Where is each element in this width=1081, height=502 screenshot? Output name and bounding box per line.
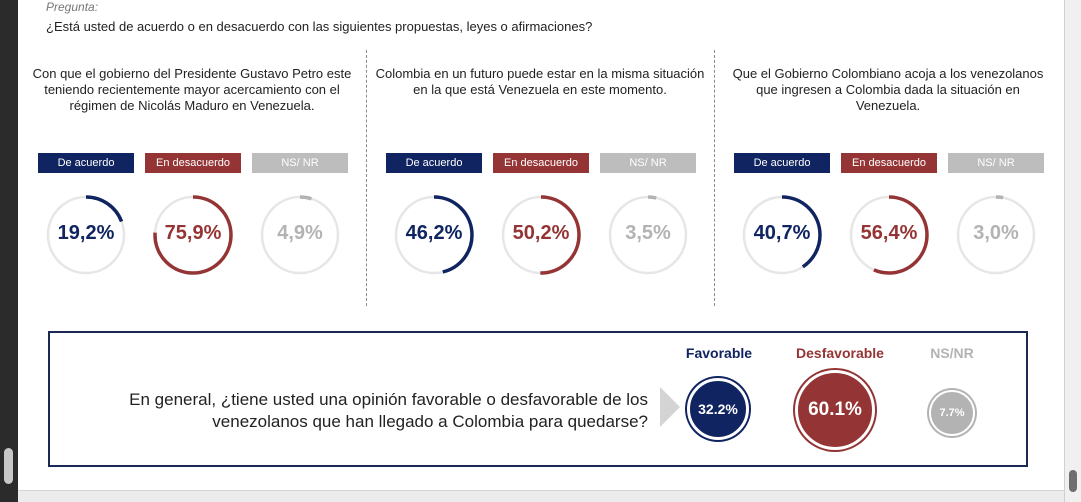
legend-ns-nr: NS/NR <box>930 345 974 361</box>
ring-arc-en-desacuerdo <box>501 195 581 275</box>
value-label: 19,2% <box>57 222 115 244</box>
ring-chart <box>46 195 126 275</box>
survey-slide: Pregunta: ¿Está usted de acuerdo o en de… <box>18 0 1064 490</box>
window-bottom-edge <box>18 490 1064 502</box>
legend-de-acuerdo: De acuerdo <box>734 153 830 173</box>
scrollbar-thumb[interactable] <box>1069 470 1077 492</box>
ring-arc-de-acuerdo <box>394 195 474 275</box>
panel-divider <box>366 50 367 306</box>
ring-chart <box>501 195 581 275</box>
statement-3: Que el Gobierno Colombiano acoja a los v… <box>732 66 1044 113</box>
legend-desfavorable: Desfavorable <box>796 345 884 361</box>
ring-arc-ns-nr <box>956 195 1036 275</box>
left-scroll-handle[interactable] <box>4 448 13 484</box>
bubble-favorable: 32.2% <box>687 378 749 440</box>
ring-arc-de-acuerdo <box>742 195 822 275</box>
ring-chart <box>742 195 822 275</box>
bubble-desfavorable: 60.1% <box>795 370 875 450</box>
legend-en-desacuerdo: En desacuerdo <box>145 153 241 173</box>
opinion-question: En general, ¿tiene usted una opinión fav… <box>129 390 648 431</box>
window-left-edge <box>0 0 18 502</box>
ring-chart <box>849 195 929 275</box>
legend-de-acuerdo: De acuerdo <box>38 153 134 173</box>
ring-chart <box>260 195 340 275</box>
question-text: ¿Está usted de acuerdo o en desacuerdo c… <box>46 19 593 34</box>
panel-divider <box>714 50 715 306</box>
legend-ns-nr: NS/ NR <box>252 153 348 173</box>
ring-chart <box>956 195 1036 275</box>
ring-arc-ns-nr <box>608 195 688 275</box>
question-label: Pregunta: <box>46 0 99 14</box>
legend-de-acuerdo: De acuerdo <box>386 153 482 173</box>
ring-arc-de-acuerdo <box>46 195 126 275</box>
value-label: 3,5% <box>625 222 671 244</box>
statement-1: Con que el gobierno del Presidente Gusta… <box>32 66 352 113</box>
value-label: 46,2% <box>405 222 463 244</box>
legend-en-desacuerdo: En desacuerdo <box>841 153 937 173</box>
vertical-scrollbar[interactable] <box>1064 0 1081 502</box>
ring-chart <box>153 195 233 275</box>
value-label: 50,2% <box>512 222 570 244</box>
value-label: 3,0% <box>973 222 1019 244</box>
value-label: 56,4% <box>860 222 918 244</box>
legend-ns-nr: NS/ NR <box>948 153 1044 173</box>
value-label: 4,9% <box>277 222 323 244</box>
ring-chart <box>394 195 474 275</box>
legend-favorable: Favorable <box>685 345 753 361</box>
ring-arc-en-desacuerdo <box>849 195 929 275</box>
bubble-ns-nr: 7.7% <box>929 390 975 436</box>
opinion-box: En general, ¿tiene usted una opinión fav… <box>48 331 1028 467</box>
ring-arc-ns-nr <box>260 195 340 275</box>
ring-chart <box>608 195 688 275</box>
arrow-icon <box>660 387 680 427</box>
legend-ns-nr: NS/ NR <box>600 153 696 173</box>
ring-arc-en-desacuerdo <box>153 195 233 275</box>
value-label: 40,7% <box>753 222 811 244</box>
value-label: 75,9% <box>164 222 222 244</box>
legend-en-desacuerdo: En desacuerdo <box>493 153 589 173</box>
statement-2: Colombia en un futuro puede estar en la … <box>375 66 705 97</box>
